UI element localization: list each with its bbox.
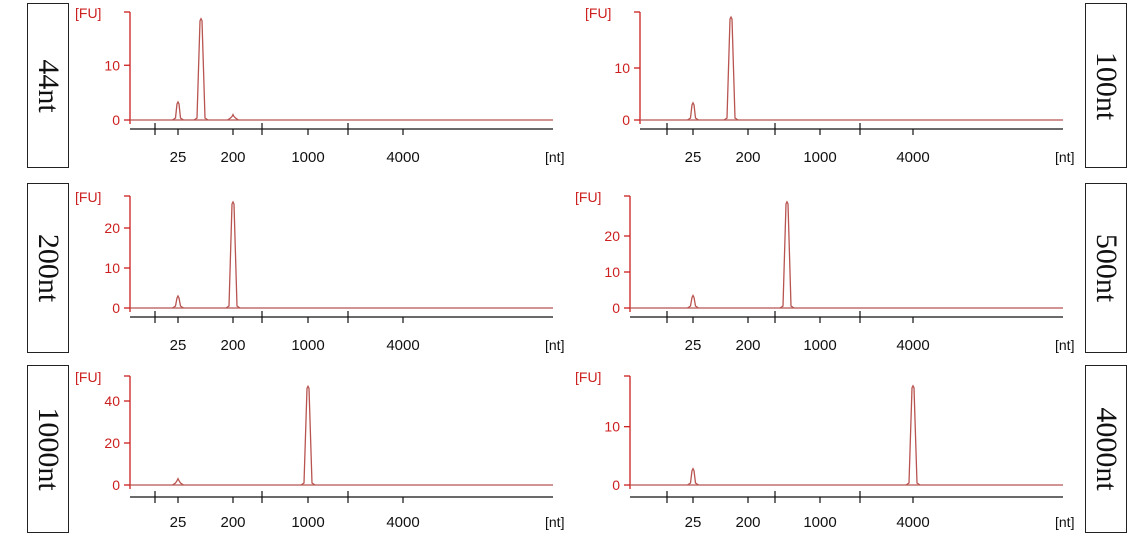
sample-label-box: 1000nt — [27, 365, 69, 533]
sample-label: 500nt — [1090, 233, 1123, 303]
electropherogram-panel: [FU] 0 10 25 200 1000 4000 [nt] — [575, 369, 1074, 531]
x-tick-label: 200 — [735, 149, 760, 166]
sample-label: 100nt — [1090, 51, 1123, 120]
y-axis-label: [FU] — [75, 5, 101, 21]
peak — [193, 17, 209, 121]
x-axis-unit-label: [nt] — [1055, 337, 1074, 353]
y-tick-label: 0 — [112, 477, 120, 493]
peak — [687, 467, 699, 486]
electropherogram-panel: [FU] 0 10 20 25 200 1000 4000 [nt] — [575, 189, 1074, 354]
y-tick-label: 20 — [104, 220, 120, 236]
peak — [723, 15, 739, 121]
peak — [905, 384, 921, 486]
y-tick-label: 40 — [104, 393, 120, 409]
sample-label-box: 100nt — [1085, 3, 1127, 168]
x-axis-unit-label: [nt] — [1055, 514, 1074, 530]
x-axis-unit-label: [nt] — [545, 149, 564, 165]
y-tick-label: 10 — [104, 57, 120, 73]
x-tick-label: 25 — [685, 149, 702, 166]
peak — [779, 200, 795, 309]
peak — [172, 100, 184, 121]
y-tick-label: 0 — [622, 112, 630, 128]
x-axis-unit-label: [nt] — [545, 337, 564, 353]
sample-label-box: 200nt — [27, 183, 69, 353]
sample-label-box: 44nt — [27, 3, 69, 168]
sample-label: 4000nt — [1090, 407, 1123, 491]
x-tick-label: 25 — [685, 514, 702, 531]
x-tick-label: 200 — [220, 514, 245, 531]
peak — [172, 294, 184, 309]
x-tick-label: 25 — [170, 514, 187, 531]
electropherogram-panel: [FU] 0 10 25 200 1000 4000 [nt] — [75, 5, 564, 166]
x-tick-label: 4000 — [896, 149, 929, 166]
x-tick-label: 200 — [735, 337, 760, 354]
peak — [227, 113, 239, 121]
x-tick-label: 1000 — [803, 149, 836, 166]
x-tick-label: 4000 — [896, 514, 929, 531]
x-tick-label: 200 — [735, 514, 760, 531]
x-tick-label: 200 — [220, 149, 245, 166]
y-axis-label: [FU] — [75, 369, 101, 385]
x-tick-label: 4000 — [386, 514, 419, 531]
electropherogram-panel: [FU] 0 10 20 25 200 1000 4000 [nt] — [75, 189, 564, 354]
y-tick-label: 10 — [604, 264, 620, 280]
peak — [687, 101, 699, 121]
x-tick-label: 4000 — [386, 149, 419, 166]
x-tick-label: 1000 — [803, 514, 836, 531]
peak — [225, 200, 241, 309]
y-tick-label: 10 — [604, 419, 620, 435]
y-axis-label: [FU] — [75, 189, 101, 205]
sample-label-box: 4000nt — [1085, 365, 1127, 533]
y-tick-label: 0 — [612, 300, 620, 316]
y-axis-label: [FU] — [585, 5, 611, 21]
x-tick-label: 25 — [170, 337, 187, 354]
x-axis-unit-label: [nt] — [545, 514, 564, 530]
peak — [687, 293, 699, 309]
electropherogram-panel: [FU] 0 20 40 25 200 1000 4000 [nt] — [75, 369, 564, 531]
x-tick-label: 4000 — [386, 337, 419, 354]
x-axis-unit-label: [nt] — [1055, 149, 1074, 165]
y-tick-label: 0 — [612, 477, 620, 493]
x-tick-label: 25 — [170, 149, 187, 166]
x-tick-label: 1000 — [291, 337, 324, 354]
y-axis-label: [FU] — [575, 189, 601, 205]
x-tick-label: 1000 — [803, 337, 836, 354]
y-tick-label: 10 — [104, 260, 120, 276]
y-tick-label: 0 — [112, 300, 120, 316]
electropherogram-panel: [FU] 0 10 25 200 1000 4000 [nt] — [585, 5, 1074, 166]
peak — [300, 384, 316, 486]
peak — [172, 477, 184, 486]
x-tick-label: 1000 — [291, 149, 324, 166]
y-tick-label: 20 — [104, 435, 120, 451]
x-tick-label: 25 — [685, 337, 702, 354]
y-tick-label: 10 — [614, 60, 630, 76]
y-tick-label: 20 — [604, 228, 620, 244]
sample-label-box: 500nt — [1085, 183, 1127, 353]
x-tick-label: 200 — [220, 337, 245, 354]
y-tick-label: 0 — [112, 112, 120, 128]
y-axis-label: [FU] — [575, 369, 601, 385]
x-tick-label: 1000 — [291, 514, 324, 531]
x-tick-label: 4000 — [896, 337, 929, 354]
